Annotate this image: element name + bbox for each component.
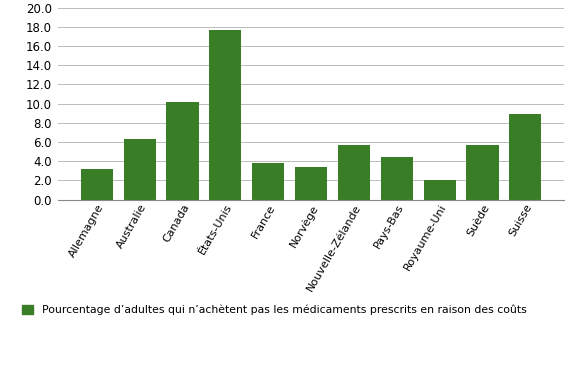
Bar	[338, 145, 370, 200]
Bar	[81, 169, 113, 200]
Bar	[509, 114, 541, 200]
Bar	[467, 145, 499, 200]
Bar	[209, 30, 241, 200]
Bar	[423, 180, 456, 200]
Bar	[252, 163, 284, 200]
Legend: Pourcentage d’adultes qui n’achètent pas les médicaments prescrits en raison des: Pourcentage d’adultes qui n’achètent pas…	[22, 305, 526, 315]
Bar	[166, 102, 199, 200]
Bar	[381, 157, 413, 200]
Bar	[295, 167, 327, 200]
Bar	[123, 139, 156, 200]
